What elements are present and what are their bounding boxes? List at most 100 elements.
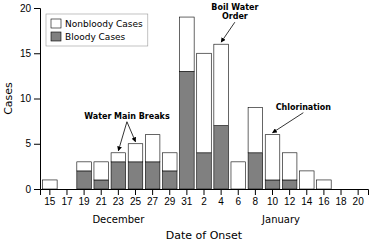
bar: [248, 108, 263, 153]
x-tick-mark: [49, 189, 50, 195]
y-tick-label: 5: [25, 138, 31, 149]
x-tick-mark: [238, 189, 239, 195]
bar: [77, 171, 92, 189]
x-axis-line: [41, 190, 369, 196]
x-tick-mark: [272, 189, 273, 195]
x-tick-mark: [204, 189, 205, 195]
bar: [180, 71, 195, 189]
bar: [265, 135, 280, 180]
y-tick: 20: [20, 3, 40, 14]
bar: [60, 189, 75, 190]
x-tick-mark: [169, 189, 170, 195]
annotation-arrow: [118, 122, 127, 151]
y-tick: 5: [25, 138, 40, 149]
y-tick: 15: [20, 48, 40, 59]
x-axis: 1517192123252729312468101214161820: [41, 189, 369, 207]
bar: [111, 162, 126, 189]
x-tick-label: 16: [318, 196, 330, 207]
bar: [77, 162, 92, 171]
bar: [317, 180, 332, 189]
legend-frame: [46, 14, 148, 46]
x-axis-title: Date of Onset: [166, 229, 243, 242]
bar: [162, 171, 177, 189]
bar: [162, 153, 177, 171]
x-tick: 15: [44, 189, 56, 207]
x-tick: 21: [96, 189, 108, 207]
x-tick-mark: [255, 189, 256, 195]
y-tick-label: 15: [20, 48, 32, 59]
x-tick: 2: [201, 189, 207, 207]
x-tick-mark: [323, 189, 324, 195]
x-group-label: December: [92, 214, 145, 225]
bar-series: [77, 71, 297, 189]
x-tick: 12: [284, 189, 296, 207]
bar: [351, 189, 366, 190]
x-tick: 16: [318, 189, 330, 207]
x-tick: 17: [61, 189, 73, 207]
annotation: Water Main Breaks: [84, 112, 170, 121]
x-tick: 23: [113, 189, 125, 207]
x-tick: 20: [353, 189, 365, 207]
bar: [128, 162, 143, 189]
bar: [334, 189, 349, 190]
y-tick-mark: [34, 53, 40, 54]
annotation-arrow: [221, 22, 235, 42]
bar: [128, 144, 143, 162]
y-tick-mark: [34, 99, 40, 100]
x-tick-label: 6: [235, 196, 241, 207]
y-axis-line: [34, 9, 41, 190]
y-tick-mark: [34, 189, 40, 190]
x-tick-label: 25: [130, 196, 142, 207]
y-tick: 0: [25, 184, 40, 195]
annotation-line: Chlorination: [276, 103, 332, 112]
x-tick-mark: [101, 189, 102, 195]
bar: [265, 180, 280, 189]
legend-swatch: [51, 32, 61, 41]
legend-label: Bloody Cases: [65, 32, 126, 42]
y-tick-label: 0: [25, 184, 31, 195]
bar: [111, 153, 126, 162]
x-tick-label: 23: [113, 196, 125, 207]
x-tick-label: 20: [353, 196, 365, 207]
x-tick-mark: [84, 189, 85, 195]
bar: [214, 126, 229, 189]
annotation: Boil WaterOrder: [211, 3, 258, 21]
x-tick-mark: [221, 189, 222, 195]
annotation-arrow: [127, 122, 136, 142]
bar: [60, 189, 75, 190]
bar: [94, 162, 109, 180]
bar: [145, 162, 160, 189]
annotation-line: Order: [222, 12, 248, 21]
legend-swatch: [51, 19, 61, 28]
annotation-line: Water Main Breaks: [84, 112, 170, 121]
x-tick-label: 15: [44, 196, 56, 207]
plot-area: 1517192123252729312468101214161820051015…: [2, 3, 369, 242]
y-tick: 10: [20, 93, 40, 104]
legend: Nonbloody CasesBloody Cases: [46, 14, 148, 46]
x-tick: 27: [147, 189, 159, 207]
y-axis-title: Cases: [2, 82, 15, 115]
bar: [94, 180, 109, 189]
x-tick-label: 14: [301, 196, 313, 207]
x-tick: 10: [267, 189, 279, 207]
x-tick-label: 21: [96, 196, 108, 207]
x-tick-label: 8: [253, 196, 259, 207]
y-tick-label: 10: [20, 93, 32, 104]
x-tick-mark: [135, 189, 136, 195]
x-tick: 6: [235, 189, 241, 207]
bar: [282, 180, 297, 189]
x-tick-label: 31: [181, 196, 193, 207]
x-tick: 31: [181, 189, 193, 207]
bar: [145, 135, 160, 162]
y-tick-mark: [34, 144, 40, 145]
bar: [248, 153, 263, 189]
chart-svg: 1517192123252729312468101214161820051015…: [0, 0, 376, 245]
x-tick-mark: [118, 189, 119, 195]
x-tick: 25: [130, 189, 142, 207]
x-tick-mark: [66, 189, 67, 195]
annotation-arrow: [273, 113, 304, 133]
y-tick-mark: [34, 8, 40, 9]
x-tick: 4: [218, 189, 224, 207]
y-tick-label: 20: [20, 3, 32, 14]
x-tick-label: 4: [218, 196, 224, 207]
